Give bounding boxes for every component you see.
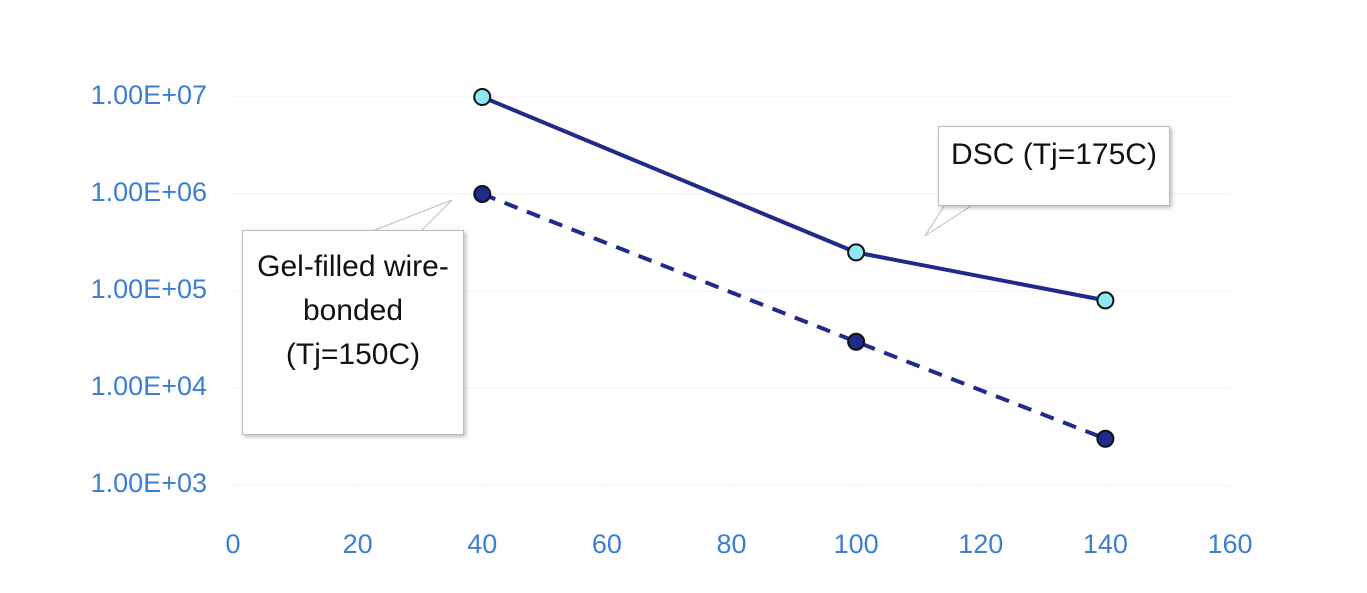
x-tick-label: 0 [225, 529, 240, 559]
x-tick-label: 80 [716, 529, 746, 559]
y-tick-label: 1.00E+06 [91, 177, 207, 207]
x-tick-label: 160 [1207, 529, 1252, 559]
x-tick-label: 100 [834, 529, 879, 559]
y-tick-label: 1.00E+03 [91, 468, 207, 498]
x-tick-label: 40 [467, 529, 497, 559]
marker [473, 88, 492, 106]
series-line [481, 192, 1107, 441]
marker [1096, 291, 1115, 310]
marker [1096, 429, 1115, 448]
callout-tail [369, 199, 453, 233]
y-tick-label: 1.00E+05 [91, 274, 207, 304]
y-tick-label: 1.00E+04 [91, 371, 207, 401]
y-tick-label: 1.00E+07 [91, 80, 207, 110]
marker [847, 243, 866, 262]
series-label: Gel-filled wire-bonded (Tj=150C) [242, 230, 464, 435]
x-tick-label: 140 [1083, 529, 1128, 559]
x-tick-label: 60 [592, 529, 622, 559]
series-label: DSC (Tj=175C) [938, 126, 1170, 206]
marker [847, 332, 866, 351]
x-tick-label: 120 [958, 529, 1003, 559]
marker [473, 185, 492, 203]
x-tick-label: 20 [343, 529, 373, 559]
